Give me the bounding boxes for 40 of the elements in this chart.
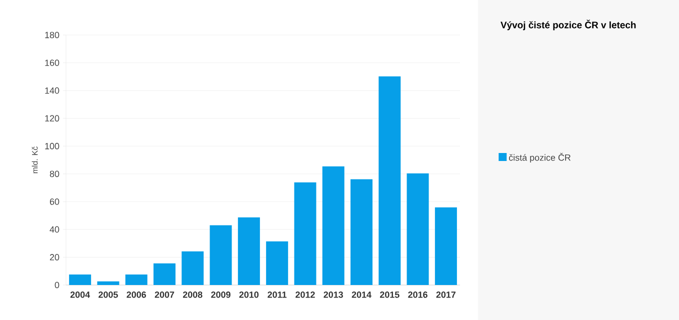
text: Vývoj čisté pozice ČR v letech [500,20,636,30]
legend-label: čistá pozice ČR [509,152,571,163]
y-tick-label: 120 [45,115,60,122]
bar [406,173,429,285]
bar [154,263,176,285]
bar [266,241,288,285]
x-tick-label: 2016 [408,292,428,298]
x-tick-label: 2017 [436,292,456,298]
y-tick-label: 20 [50,254,60,260]
y-tick-label: 60 [50,198,60,205]
x-tick-label: 2010 [239,292,259,298]
x-tick-label: 2009 [211,292,230,298]
bar [97,281,120,285]
x-tick-label: 2012 [296,292,315,298]
y-tick-label: 0 [54,282,60,288]
bar [125,274,148,285]
x-tick-label: 2008 [182,292,202,298]
x-tick-label: 2014 [352,292,372,298]
bar [294,182,316,285]
bar [182,251,204,285]
x-tick-label: 2011 [268,292,287,298]
bar [238,217,260,285]
bar [434,207,457,285]
x-tick-label: 2005 [98,292,118,298]
y-tick-label: 40 [50,226,60,233]
x-tick-label: 2013 [324,292,344,298]
y-tick-label: 80 [50,170,60,178]
x-tick-label: 2015 [380,292,400,298]
x-tick-label: 2007 [154,292,174,298]
bar [378,76,401,285]
bar [69,274,92,285]
x-tick-label: 2004 [70,292,90,298]
bar [322,166,344,285]
y-tick-label: 180 [45,32,60,38]
y-tick-label: 160 [45,60,60,66]
bar [350,179,373,285]
y-tick-label: 140 [45,87,60,94]
x-tick-label: 2006 [126,292,146,298]
y-tick-label: 100 [45,142,60,150]
bar [210,225,232,285]
